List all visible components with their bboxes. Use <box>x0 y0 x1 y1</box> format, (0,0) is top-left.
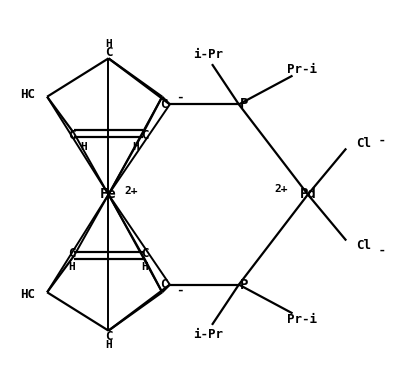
Text: i-Pr: i-Pr <box>193 328 223 341</box>
Text: 2+: 2+ <box>125 186 138 196</box>
Text: i-Pr: i-Pr <box>193 48 223 61</box>
Text: HC: HC <box>20 288 35 301</box>
Text: C: C <box>141 247 149 260</box>
Text: C: C <box>105 46 112 59</box>
Text: Cl: Cl <box>356 137 371 151</box>
Text: -: - <box>371 244 386 257</box>
Text: Pr-i: Pr-i <box>287 313 317 326</box>
Text: -: - <box>371 133 386 147</box>
Text: H: H <box>105 340 112 350</box>
Text: H: H <box>69 261 75 272</box>
Text: C: C <box>68 247 76 260</box>
Text: C: C <box>141 129 149 142</box>
Text: Fe: Fe <box>100 187 117 202</box>
Text: C: C <box>105 330 112 343</box>
Text: P: P <box>240 97 248 111</box>
Text: H: H <box>105 39 112 49</box>
Text: Pd: Pd <box>300 187 316 202</box>
Text: P: P <box>240 278 248 292</box>
Text: C: C <box>160 278 168 291</box>
Text: 2+: 2+ <box>274 184 288 194</box>
Text: HC: HC <box>20 88 35 101</box>
Text: Cl: Cl <box>356 238 371 252</box>
Text: H: H <box>132 142 139 152</box>
Text: -: - <box>176 91 183 104</box>
Text: H: H <box>80 142 87 152</box>
Text: H: H <box>142 261 148 272</box>
Text: C: C <box>68 129 76 142</box>
Text: -: - <box>176 284 183 297</box>
Text: C: C <box>160 98 168 111</box>
Text: Pr-i: Pr-i <box>287 63 317 76</box>
